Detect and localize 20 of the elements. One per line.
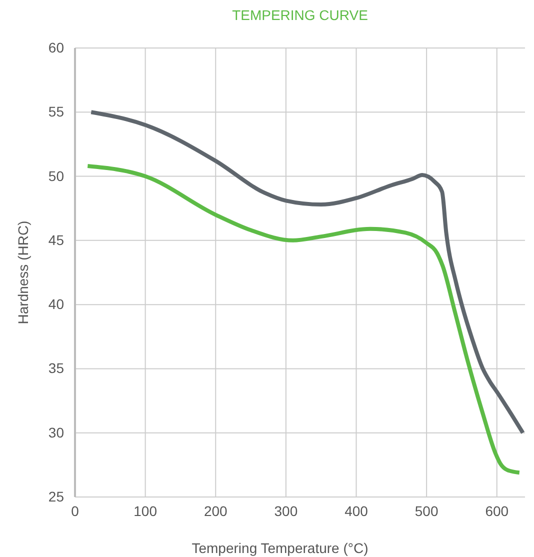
chart-title: TEMPERING CURVE xyxy=(232,7,368,23)
line-series xyxy=(89,110,525,435)
y-tick-label: 25 xyxy=(48,488,64,504)
y-axis-title: Hardness (HRC) xyxy=(15,220,31,324)
y-tick-label: 40 xyxy=(48,296,64,312)
x-tick-label: 600 xyxy=(485,502,509,519)
line-series xyxy=(86,164,522,475)
x-axis-title: Tempering Temperature (°C) xyxy=(192,540,368,556)
y-tick-label: 60 xyxy=(48,39,64,56)
y-tick-label: 55 xyxy=(48,104,64,120)
x-tick-label: 100 xyxy=(134,502,158,519)
x-tick-label: 500 xyxy=(414,502,438,519)
y-tick-label: 45 xyxy=(48,232,64,248)
y-tick-label: 35 xyxy=(48,360,64,376)
y-tick-label: 50 xyxy=(48,168,64,184)
x-tick-label: 300 xyxy=(274,502,298,519)
x-tick-label: 200 xyxy=(204,502,228,519)
x-tick-label: 400 xyxy=(344,502,368,519)
x-tick-label: 0 xyxy=(71,502,80,519)
y-tick-label: 30 xyxy=(48,424,64,440)
